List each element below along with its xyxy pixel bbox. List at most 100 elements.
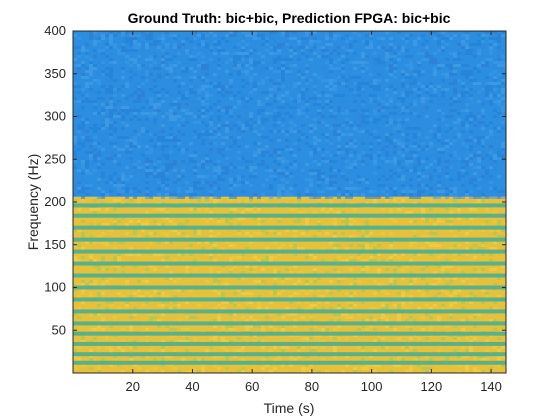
texture-cell (361, 289, 365, 292)
texture-cell (393, 313, 397, 316)
texture-cell (445, 73, 449, 76)
texture-cell (333, 118, 337, 121)
texture-cell (169, 64, 173, 67)
texture-cell (145, 247, 149, 250)
texture-cell (301, 367, 305, 370)
texture-cell (413, 142, 417, 145)
texture-cell (113, 103, 117, 106)
texture-cell (101, 160, 105, 163)
texture-cell (285, 292, 289, 295)
texture-cell (293, 229, 297, 232)
texture-cell (429, 58, 433, 61)
texture-cell (373, 229, 377, 232)
texture-cell (133, 115, 137, 118)
texture-cell (321, 67, 325, 70)
texture-cell (101, 124, 105, 127)
texture-cell (265, 145, 269, 148)
texture-cell (241, 55, 245, 58)
texture-cell (369, 157, 373, 160)
texture-cell (277, 97, 281, 100)
texture-cell (405, 145, 409, 148)
texture-cell (89, 58, 93, 61)
texture-cell (157, 175, 161, 178)
texture-cell (201, 364, 205, 367)
texture-cell (229, 34, 233, 37)
texture-cell (373, 88, 377, 91)
texture-cell (305, 40, 309, 43)
texture-cell (173, 154, 177, 157)
texture-cell (357, 313, 361, 316)
texture-cell (141, 130, 145, 133)
texture-cell (257, 115, 261, 118)
texture-cell (269, 349, 273, 352)
texture-cell (89, 145, 93, 148)
texture-cell (117, 307, 121, 310)
texture-cell (385, 277, 389, 280)
texture-cell (253, 142, 257, 145)
texture-cell (433, 37, 437, 40)
texture-cell (381, 304, 385, 307)
texture-cell (253, 61, 257, 64)
texture-cell (201, 166, 205, 169)
texture-cell (413, 241, 417, 244)
texture-cell (153, 316, 157, 319)
texture-cell (109, 157, 113, 160)
texture-cell (205, 103, 209, 106)
texture-cell (341, 94, 345, 97)
texture-cell (93, 307, 97, 310)
texture-cell (181, 151, 185, 154)
texture-cell (157, 64, 161, 67)
texture-cell (189, 187, 193, 190)
texture-cell (457, 157, 461, 160)
texture-cell (301, 112, 305, 115)
texture-cell (365, 271, 369, 274)
texture-cell (449, 217, 453, 220)
texture-cell (313, 280, 317, 283)
texture-cell (361, 103, 365, 106)
texture-cell (213, 73, 217, 76)
texture-cell (285, 70, 289, 73)
texture-cell (233, 70, 237, 73)
texture-cell (217, 100, 221, 103)
texture-cell (237, 220, 241, 223)
texture-cell (121, 52, 125, 55)
texture-cell (341, 277, 345, 280)
texture-cell (329, 64, 333, 67)
texture-cell (281, 229, 285, 232)
texture-cell (157, 292, 161, 295)
texture-cell (369, 265, 373, 268)
texture-cell (165, 46, 169, 49)
texture-cell (177, 124, 181, 127)
texture-cell (217, 241, 221, 244)
texture-cell (181, 169, 185, 172)
texture-cell (257, 52, 261, 55)
texture-cell (89, 193, 93, 196)
texture-cell (377, 196, 381, 199)
texture-cell (425, 364, 429, 367)
texture-cell (189, 211, 193, 214)
texture-cell (445, 208, 449, 211)
texture-cell (141, 229, 145, 232)
texture-cell (77, 142, 81, 145)
texture-cell (325, 346, 329, 349)
texture-cell (453, 82, 457, 85)
texture-cell (445, 64, 449, 67)
texture-cell (193, 340, 197, 343)
texture-cell (437, 157, 441, 160)
texture-cell (101, 118, 105, 121)
texture-cell (325, 100, 329, 103)
texture-cell (145, 166, 149, 169)
texture-cell (405, 124, 409, 127)
texture-cell (329, 139, 333, 142)
texture-cell (389, 97, 393, 100)
texture-cell (221, 109, 225, 112)
texture-cell (417, 355, 421, 358)
texture-cell (365, 43, 369, 46)
texture-cell (189, 370, 193, 373)
texture-cell (381, 241, 385, 244)
texture-cell (273, 118, 277, 121)
texture-cell (101, 127, 105, 130)
texture-cell (121, 316, 125, 319)
texture-cell (173, 301, 177, 304)
texture-cell (225, 82, 229, 85)
